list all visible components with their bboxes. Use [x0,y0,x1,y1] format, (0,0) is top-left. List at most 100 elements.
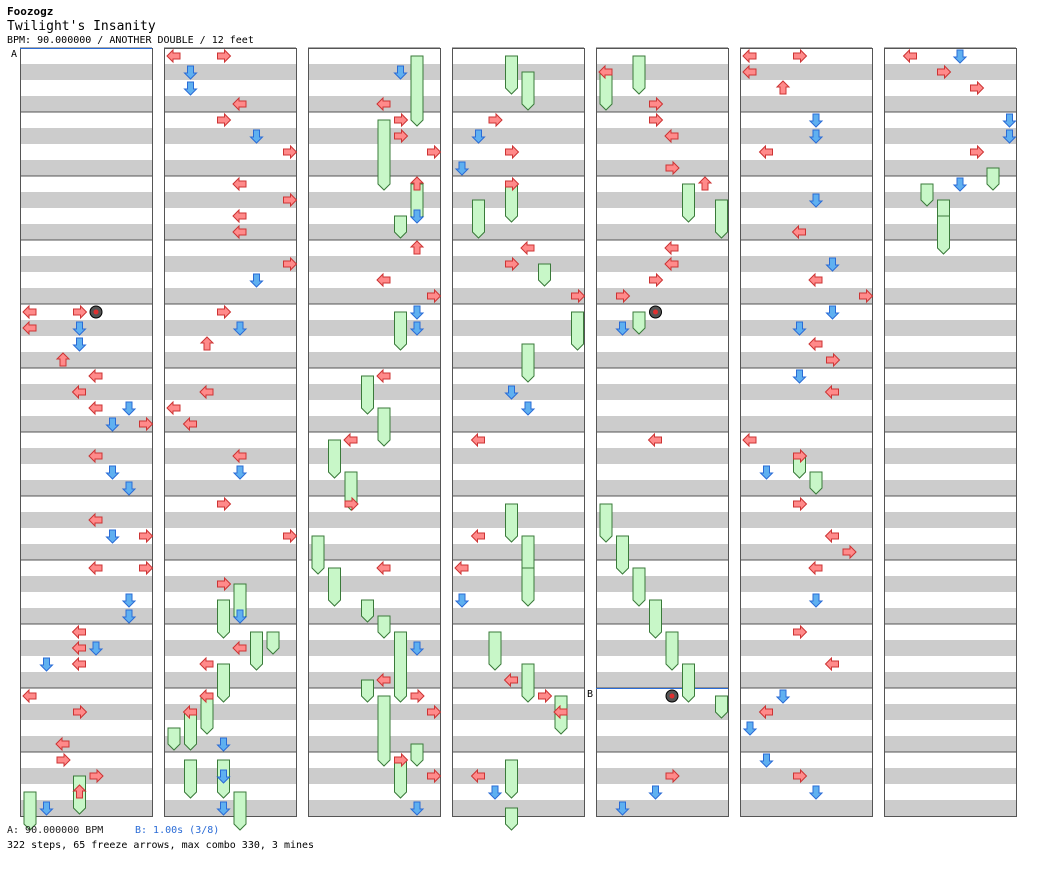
marker-label: A [11,49,17,60]
freeze-arrow [410,743,424,767]
beat-band [452,544,584,560]
step-arrow [775,80,791,95]
step-arrow [394,128,409,144]
step-arrow [824,528,839,544]
beat-band [20,320,152,336]
beat-band [452,736,584,752]
beat-band [164,544,296,560]
freeze-arrow [616,535,629,575]
step-arrow [232,640,247,656]
beat-band [596,576,728,592]
beat-band [596,736,728,752]
step-arrow [454,560,469,576]
freeze-arrow [361,375,374,415]
beat-band [20,736,152,752]
step-arrow [808,785,824,800]
beat-band [452,320,584,336]
mine-core [93,309,99,315]
beat-band [164,192,296,208]
step-arrow [283,528,298,544]
mine-core [669,693,675,699]
step-arrow [470,768,485,784]
step-arrow [232,176,247,192]
step-arrow [182,416,197,432]
step-arrow [217,496,232,512]
step-arrow [697,176,713,191]
column-frame [884,48,1017,817]
step-arrow [649,112,664,128]
beat-band [308,224,440,240]
beat-band [20,672,152,688]
step-arrow [409,209,425,224]
column-frame [164,48,297,817]
column-frame [596,48,729,817]
step-arrow [952,177,968,192]
beat-band [740,320,872,336]
freeze-arrow [23,791,37,831]
freeze-arrow [599,503,613,543]
beat-band [20,480,152,496]
step-arrow [615,801,630,816]
freeze-arrow [632,311,646,335]
step-arrow [409,801,425,816]
step-arrow [121,401,137,416]
freeze-arrow [394,631,407,703]
freeze-arrow [377,695,391,767]
step-arrow [88,368,103,384]
step-arrow [664,240,679,256]
step-arrow [55,352,71,367]
step-arrow [826,352,841,368]
beat-band [596,160,728,176]
step-arrow [216,737,231,752]
step-arrow [121,609,137,624]
freeze-arrow [200,695,214,735]
freeze-arrow [632,55,646,95]
step-arrow [232,208,247,224]
step-arrow [56,752,71,768]
beat-band [164,448,296,464]
freeze-arrow [920,183,934,207]
step-arrow [427,288,442,304]
freeze-arrow [184,759,197,799]
step-arrow [970,144,985,160]
beat-band [884,800,1016,816]
step-arrow [759,753,774,768]
beat-band [884,672,1016,688]
step-arrow [232,224,247,240]
beat-band [740,640,872,656]
freeze-arrow [715,695,728,719]
beat-band [596,640,728,656]
step-arrow [199,384,214,400]
step-arrow [505,176,520,192]
step-arrow [217,576,232,592]
step-arrow [376,96,391,112]
step-arrow [792,321,807,336]
freeze-arrow [521,567,535,607]
freeze-arrow [410,55,424,127]
step-arrow [409,240,425,255]
beat-band [20,576,152,592]
beat-band [164,288,296,304]
step-arrow [72,784,87,799]
beat-band [164,160,296,176]
step-arrow [520,401,536,416]
step-arrow [808,593,824,608]
step-arrow [199,688,214,704]
step-arrow [454,161,470,176]
artist-name: Foozogz [7,5,54,18]
stop-legend: B: 1.00s (3/8) [135,825,220,836]
beat-band [308,128,440,144]
beat-band [740,416,872,432]
beat-band [596,384,728,400]
freeze-arrow [715,199,728,239]
beat-band [20,192,152,208]
freeze-arrow [937,215,950,255]
freeze-arrow [377,119,391,191]
beat-band [596,512,728,528]
freeze-arrow [538,263,551,287]
beat-band [884,704,1016,720]
beat-band [308,256,440,272]
beat-band [884,448,1016,464]
beat-band [308,512,440,528]
beat-band [20,288,152,304]
